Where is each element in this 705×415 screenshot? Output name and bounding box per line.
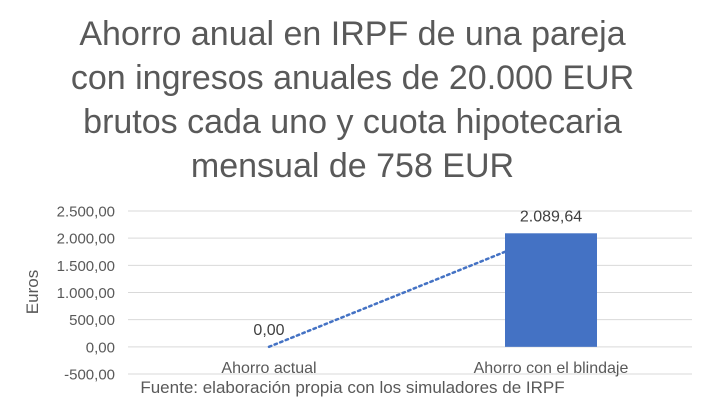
y-tick-label: 500,00 <box>69 312 115 329</box>
y-tick-label: 0,00 <box>86 339 115 356</box>
trendline <box>267 250 507 349</box>
y-tick-label: 2.500,00 <box>57 204 115 221</box>
chart-title-line-4: mensual de 758 EUR <box>190 147 515 185</box>
x-category-label: Ahorro con el blindaje <box>474 360 629 377</box>
data-labels: 0,00 2.089,64 <box>253 208 582 339</box>
x-axis-category-labels: Ahorro actual Ahorro con el blindaje <box>221 360 628 377</box>
y-tick-label: 1.000,00 <box>57 285 115 302</box>
y-axis-tick-labels: 2.500,00 2.000,00 1.500,00 1.000,00 500,00 0,… <box>57 204 115 384</box>
chart-title-line-2: con ingresos anuales de 20.000 EUR <box>70 59 635 97</box>
data-label: 0,00 <box>253 322 284 339</box>
trendline-path <box>267 250 507 349</box>
bar <box>505 233 597 347</box>
data-label: 2.089,64 <box>520 208 582 225</box>
y-axis-label: Euros <box>23 270 42 314</box>
y-tick-label: 2.000,00 <box>57 231 115 248</box>
y-tick-label: -500,00 <box>64 367 115 384</box>
x-category-label: Ahorro actual <box>221 360 316 377</box>
y-tick-label: 1.500,00 <box>57 258 115 275</box>
bars <box>505 233 597 347</box>
chart-title-line-3: brutos cada uno y cuota hipotecaria <box>83 103 622 141</box>
chart-source-note: Fuente: elaboración propia con los simul… <box>140 378 565 397</box>
chart-title-line-1: Ahorro anual en IRPF de una pareja <box>79 15 626 53</box>
gridlines <box>128 210 692 375</box>
chart-title: Ahorro anual en IRPF de una pareja con i… <box>0 12 705 188</box>
